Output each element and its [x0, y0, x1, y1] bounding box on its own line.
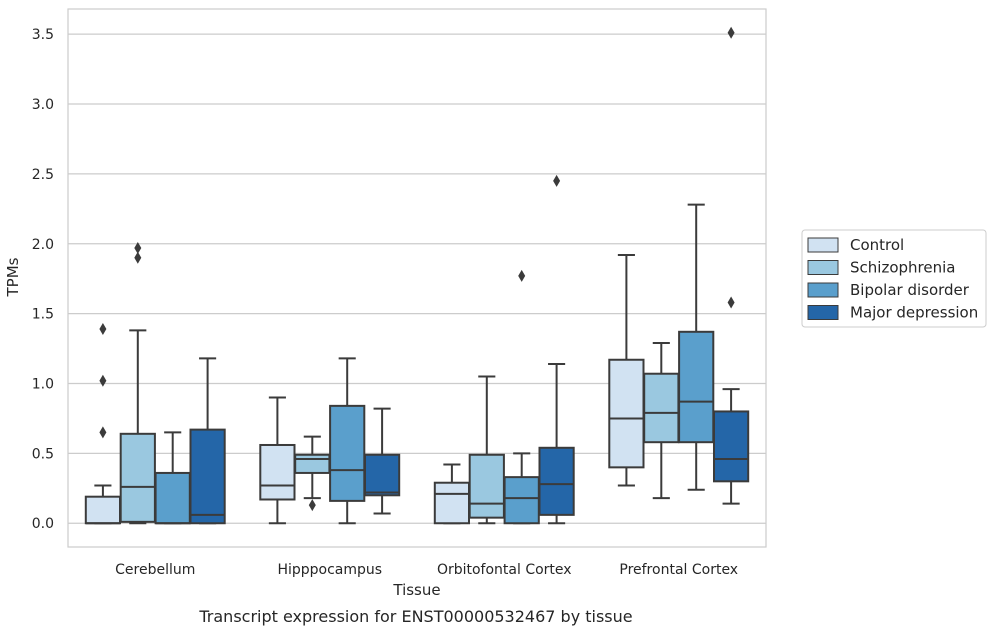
legend-label: Control	[850, 236, 904, 254]
box-body	[363, 453, 401, 497]
x-tick-label: Hipppocampus	[277, 562, 382, 578]
box-body	[503, 476, 540, 525]
x-tick-label: Prefrontal Cortex	[619, 562, 738, 578]
box-control	[259, 396, 296, 525]
y-tick-label: 2.5	[32, 167, 54, 183]
box-body	[608, 358, 645, 469]
box-body	[119, 432, 156, 523]
legend-label: Bipolar disorder	[850, 281, 970, 299]
boxes	[84, 26, 750, 525]
legend-swatch	[807, 282, 839, 298]
y-tick-label: 3.0	[32, 97, 54, 113]
legend-label: Schizophrenia	[850, 259, 955, 277]
outlier-point	[727, 26, 735, 39]
box-schizophrenia	[294, 435, 331, 512]
box-body	[712, 410, 750, 483]
outlier-point	[134, 241, 142, 254]
y-tick-label: 1.0	[32, 377, 54, 393]
outlier-point	[99, 374, 107, 387]
box-body	[468, 453, 505, 519]
x-axis-title: Tissue	[392, 581, 440, 599]
box-schizophrenia	[119, 241, 156, 525]
y-tick-label: 3.5	[32, 27, 54, 43]
box-body	[259, 443, 296, 501]
box-major-depression	[363, 407, 401, 515]
legend-swatch	[807, 237, 839, 253]
y-tick-label: 0.5	[32, 446, 54, 462]
box-major-depression	[538, 174, 575, 525]
legend: Control Schizophrenia Bipolar disorder Majo…	[801, 229, 987, 328]
legend-label: Major depression	[850, 304, 978, 322]
legend-frame	[801, 229, 987, 328]
gridlines	[68, 33, 766, 524]
box-bipolar-disorder	[329, 357, 366, 525]
box-body	[538, 446, 575, 516]
box-control	[84, 323, 122, 525]
box-body	[329, 404, 366, 502]
box-major-depression	[189, 357, 226, 525]
box-major-depression	[712, 26, 750, 505]
y-axis-title: TPMs	[4, 257, 22, 297]
chart-caption: Transcript expression for ENST0000053246…	[198, 607, 632, 626]
y-tick-label: 2.0	[32, 237, 54, 253]
box-body	[189, 428, 226, 525]
box-bipolar-disorder	[154, 431, 191, 525]
legend-swatch	[807, 260, 839, 275]
box-control	[433, 463, 471, 525]
box-schizophrenia	[468, 375, 505, 525]
box-control	[608, 253, 645, 487]
outlier-point	[308, 499, 316, 512]
box-body	[154, 471, 191, 525]
box-schizophrenia	[643, 341, 680, 500]
box-body	[433, 481, 471, 525]
outlier-point	[99, 426, 107, 439]
y-tick-label: 0.0	[32, 516, 54, 532]
box-body	[678, 330, 715, 444]
box-bipolar-disorder	[503, 269, 540, 525]
x-tick-labels: Cerebellum Hipppocampus Orbitofontal Corte…	[115, 562, 738, 578]
outlier-point	[727, 296, 735, 309]
box-body	[294, 453, 331, 474]
outlier-point	[553, 174, 561, 187]
y-tick-labels: 0.0 0.5 1.0 1.5 2.0 2.5 3.0 3.5	[32, 27, 54, 532]
x-tick-label: Orbitofontal Cortex	[437, 562, 572, 578]
box-body	[643, 372, 680, 444]
outlier-point	[99, 323, 107, 336]
box-body	[84, 495, 122, 525]
legend-swatch	[807, 305, 839, 320]
box-bipolar-disorder	[678, 203, 715, 491]
outlier-point	[134, 251, 142, 264]
y-tick-label: 1.5	[32, 307, 54, 323]
outlier-point	[518, 269, 526, 282]
x-tick-label: Cerebellum	[115, 562, 195, 578]
plot-frame	[67, 8, 767, 548]
